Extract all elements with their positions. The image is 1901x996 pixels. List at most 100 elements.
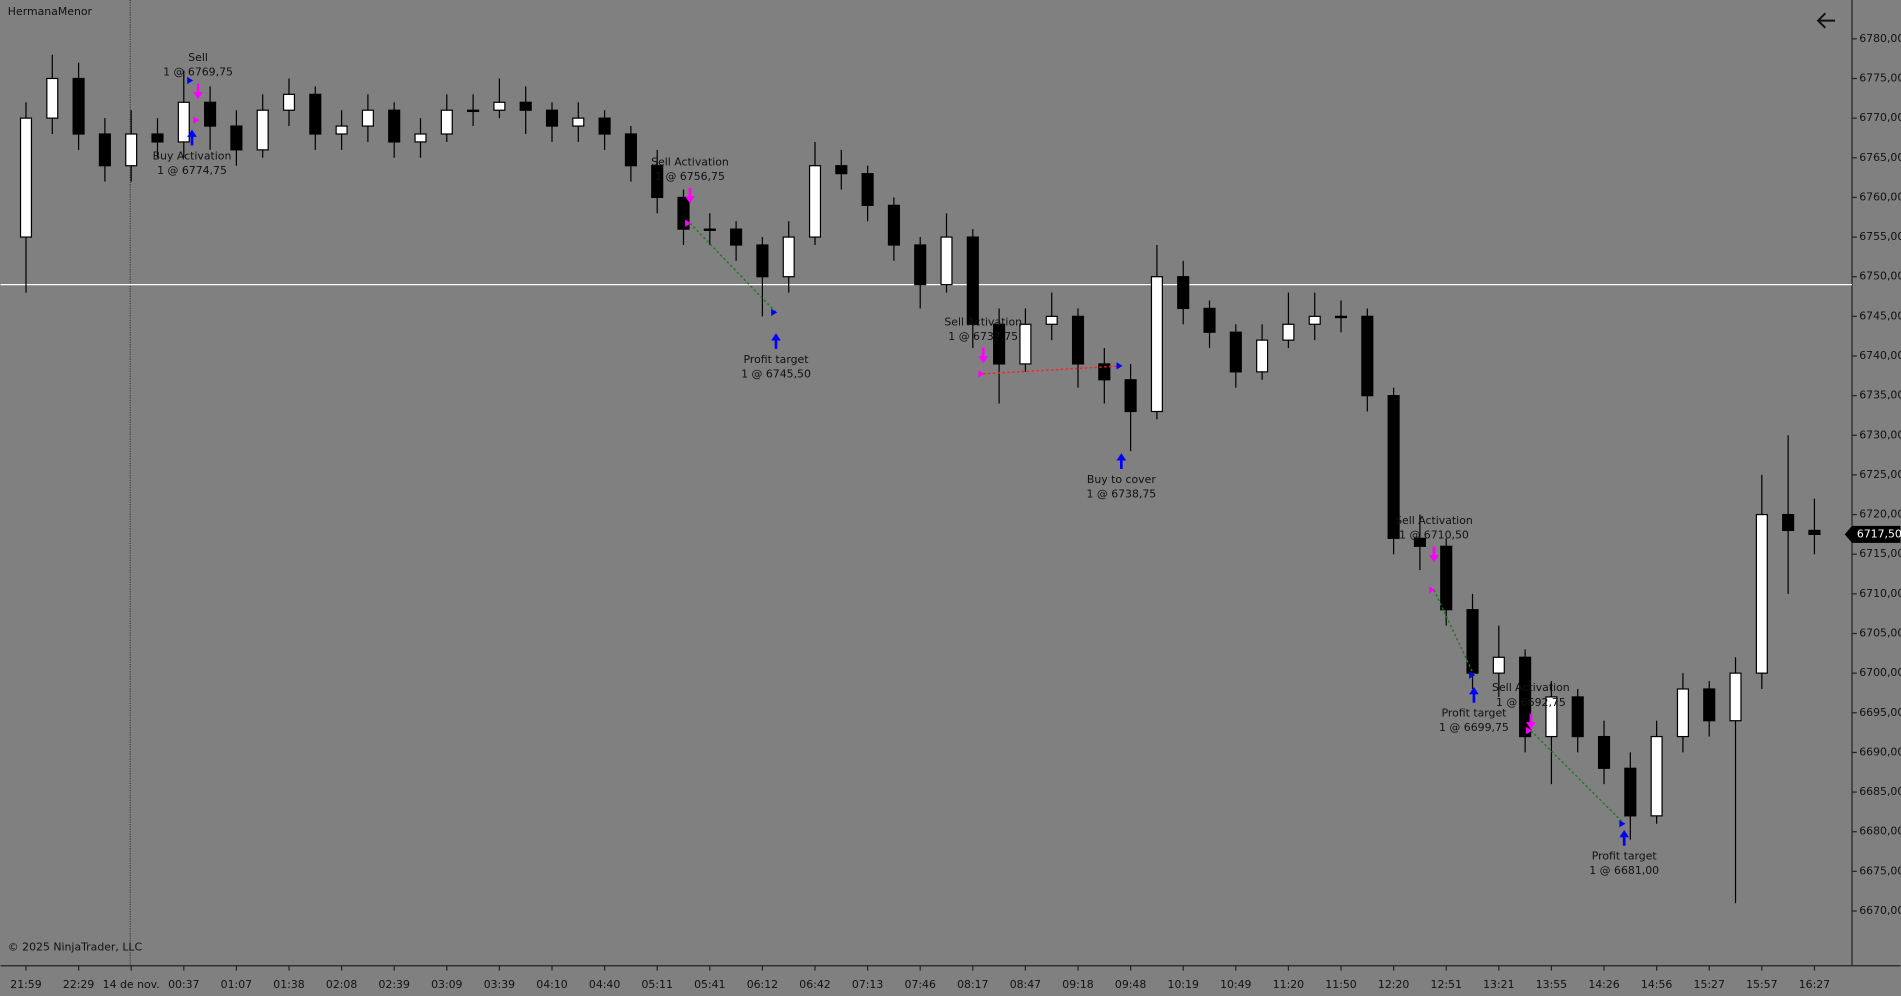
execution-label: Buy Activation bbox=[153, 149, 232, 162]
execution-marker bbox=[1619, 820, 1626, 828]
candle-body bbox=[677, 196, 690, 230]
execution-detail: 1 @ 6756,75 bbox=[655, 170, 725, 183]
candle-body bbox=[545, 109, 559, 127]
candle-body bbox=[1571, 696, 1584, 738]
candle-body bbox=[1177, 276, 1190, 310]
x-tick-label: 14 de nov. bbox=[103, 978, 160, 991]
execution-arrow-head bbox=[771, 333, 781, 341]
trade-line bbox=[983, 365, 1122, 375]
candle-body bbox=[861, 173, 874, 206]
candle-body bbox=[782, 236, 795, 278]
candle-body bbox=[1361, 315, 1374, 397]
y-tick-label: 6670,00 bbox=[1859, 904, 1901, 917]
x-tick-label: 08:17 bbox=[957, 978, 988, 991]
candle-body bbox=[46, 77, 59, 119]
candle-body bbox=[1519, 656, 1532, 738]
last-price-label: 6717,50 bbox=[1857, 527, 1901, 540]
execution-arrow-head bbox=[1619, 830, 1630, 838]
trade-line bbox=[689, 222, 777, 313]
y-tick-label: 6735,00 bbox=[1859, 389, 1901, 402]
execution-detail: 1 @ 6699,75 bbox=[1439, 721, 1509, 734]
y-tick-label: 6730,00 bbox=[1859, 428, 1901, 441]
execution-arrow-head bbox=[193, 92, 203, 100]
x-tick-label: 03:39 bbox=[484, 978, 515, 991]
execution-arrow-head bbox=[978, 356, 989, 364]
y-tick-label: 6770,00 bbox=[1859, 111, 1901, 124]
candle-body bbox=[125, 133, 138, 167]
candle-body bbox=[1071, 315, 1085, 365]
candle-body bbox=[72, 77, 85, 135]
execution-arrow-head bbox=[1116, 453, 1127, 461]
execution-detail: 1 @ 6774,75 bbox=[157, 164, 227, 177]
x-tick-label: 06:42 bbox=[799, 978, 830, 991]
candle-body bbox=[467, 109, 480, 113]
back-arrow-head[interactable] bbox=[1816, 12, 1827, 29]
candle-body bbox=[388, 109, 401, 143]
candle-body bbox=[1019, 323, 1032, 365]
x-tick-label: 13:55 bbox=[1536, 978, 1567, 991]
x-tick-label: 05:41 bbox=[694, 978, 725, 991]
candle-body bbox=[1624, 767, 1637, 817]
candle-body bbox=[519, 101, 532, 111]
execution-marker bbox=[1469, 671, 1476, 679]
copyright: © 2025 NinjaTrader, LLC bbox=[8, 941, 143, 954]
candle-body bbox=[151, 133, 164, 143]
candle-body bbox=[651, 165, 664, 199]
candle-body bbox=[361, 109, 374, 127]
x-tick-label: 07:46 bbox=[905, 978, 936, 991]
execution-marker bbox=[187, 76, 194, 85]
candle-body bbox=[493, 101, 506, 111]
x-tick-label: 12:51 bbox=[1431, 978, 1462, 991]
candle-body bbox=[204, 101, 217, 127]
execution-label: Sell Activation bbox=[944, 315, 1022, 328]
candle-body bbox=[624, 133, 637, 167]
candle-body bbox=[230, 125, 243, 151]
y-tick-label: 6760,00 bbox=[1859, 190, 1901, 203]
execution-label: Sell Activation bbox=[1492, 681, 1570, 694]
y-tick-label: 6720,00 bbox=[1859, 508, 1901, 521]
candle-body bbox=[282, 93, 296, 111]
candle-body bbox=[966, 236, 979, 325]
candle-body bbox=[309, 93, 322, 135]
execution-arrow-head bbox=[1469, 687, 1479, 695]
candle-body bbox=[1256, 339, 1269, 373]
y-tick-label: 6750,00 bbox=[1859, 270, 1901, 283]
x-tick-label: 10:19 bbox=[1168, 978, 1199, 991]
y-tick-label: 6725,00 bbox=[1859, 468, 1901, 481]
x-tick-label: 09:48 bbox=[1115, 978, 1146, 991]
execution-detail: 1 @ 6710,50 bbox=[1399, 529, 1469, 542]
x-tick-label: 15:57 bbox=[1746, 978, 1777, 991]
candle-body bbox=[1466, 609, 1479, 674]
candle-body bbox=[703, 228, 716, 231]
x-tick-label: 10:49 bbox=[1220, 978, 1251, 991]
candle-body bbox=[808, 165, 822, 238]
execution-arrow-head bbox=[1526, 722, 1536, 730]
execution-marker bbox=[771, 308, 778, 317]
execution-detail: 1 @ 6769,75 bbox=[163, 66, 233, 79]
candle-body bbox=[914, 244, 927, 286]
x-tick-label: 11:50 bbox=[1325, 978, 1356, 991]
execution-detail: 1 @ 6737,75 bbox=[948, 330, 1018, 343]
x-tick-label: 04:40 bbox=[589, 978, 620, 991]
candle-body bbox=[1282, 323, 1295, 341]
execution-marker bbox=[1116, 362, 1123, 370]
candle-body bbox=[1597, 735, 1611, 769]
back-button[interactable] bbox=[1816, 12, 1836, 29]
x-tick-label: 14:26 bbox=[1588, 978, 1619, 991]
candle-body bbox=[440, 109, 453, 135]
candle-body bbox=[1413, 537, 1426, 547]
candle-body bbox=[756, 244, 769, 278]
execution-detail: 1 @ 6692,75 bbox=[1496, 696, 1566, 709]
x-tick-label: 13:21 bbox=[1483, 978, 1514, 991]
x-tick-label: 22:29 bbox=[63, 978, 94, 991]
execution-label: Profit target bbox=[744, 353, 810, 366]
y-tick-label: 6755,00 bbox=[1859, 230, 1901, 243]
x-tick-label: 21:59 bbox=[10, 978, 41, 991]
x-tick-label: 04:10 bbox=[536, 978, 567, 991]
x-tick-label: 02:39 bbox=[379, 978, 410, 991]
candle-body bbox=[730, 228, 743, 246]
x-tick-label: 12:20 bbox=[1378, 978, 1409, 991]
candle-body bbox=[1545, 696, 1558, 738]
execution-marker bbox=[1526, 726, 1533, 735]
x-tick-label: 06:12 bbox=[747, 978, 778, 991]
